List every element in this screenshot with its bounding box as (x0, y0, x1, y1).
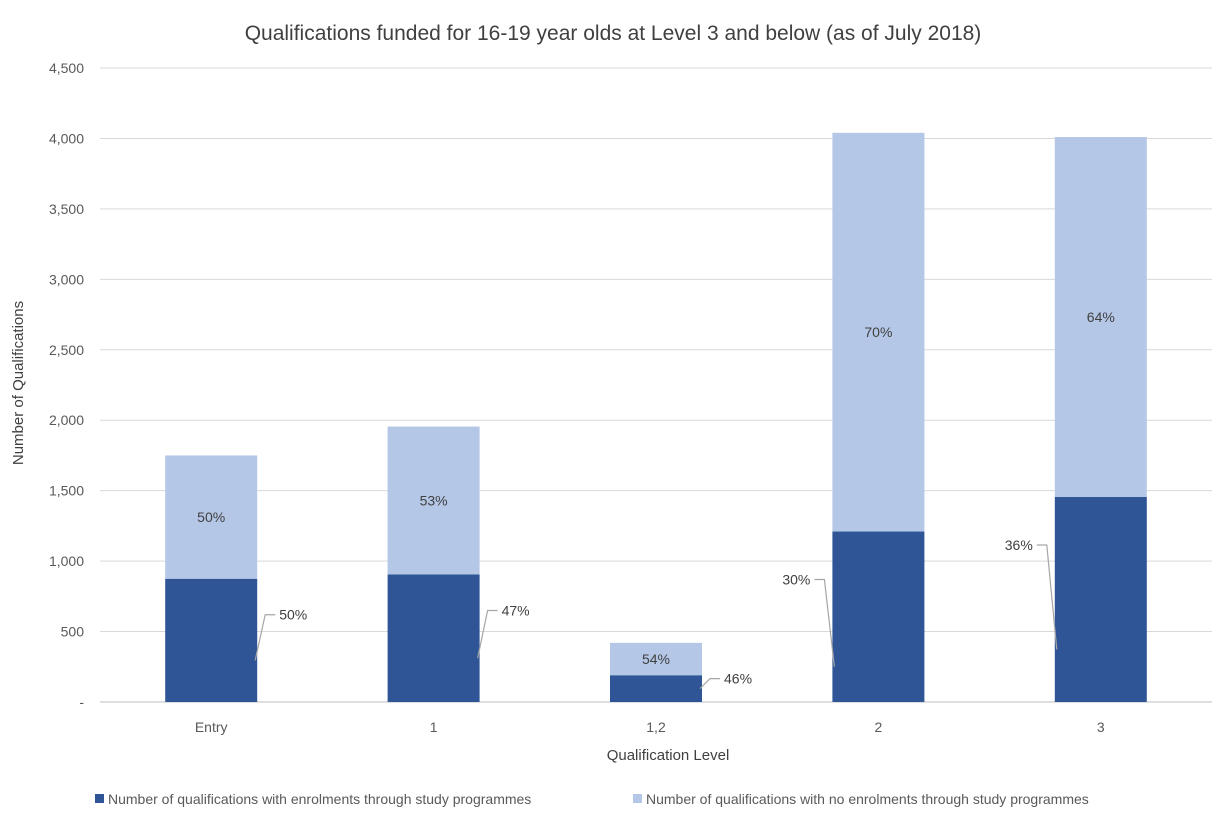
x-tick-label: 3 (1097, 719, 1105, 735)
bar-with-enrolments (387, 574, 480, 702)
y-tick-label: 2,000 (49, 412, 84, 428)
data-label-with-enrolments: 36% (1005, 537, 1033, 553)
y-tick-label: 4,500 (49, 60, 84, 76)
x-axis-title: Qualification Level (607, 747, 730, 764)
x-tick-label: 2 (875, 719, 883, 735)
bar-with-enrolments (610, 675, 702, 702)
data-label-no-enrolments: 50% (197, 509, 225, 525)
bar-with-enrolments (165, 578, 258, 702)
data-label-no-enrolments: 54% (642, 651, 670, 667)
legend-label-no-enrolments: Number of qualifications with no enrolme… (646, 791, 1089, 807)
bars (165, 132, 1147, 702)
gridlines (100, 67, 1212, 703)
chart-title: Qualifications funded for 16-19 year old… (245, 22, 982, 45)
y-tick-label: 3,000 (49, 271, 84, 287)
x-tick-label: Entry (195, 719, 228, 735)
data-labels: 50% 50% 53% 47% 54% 46% 70% 30% 64% 36% (197, 309, 1115, 690)
data-label-no-enrolments: 64% (1087, 309, 1115, 325)
leader-line (699, 678, 720, 690)
x-tick-label: 1,2 (646, 719, 666, 735)
x-tick-label: 1 (430, 719, 438, 735)
y-tick-label: - (79, 694, 84, 710)
y-axis-ticks: - 500 1,000 1,500 2,000 2,500 3,000 3,500 4,000 4… (49, 60, 84, 710)
bar-no-enrolments (387, 426, 480, 575)
y-tick-label: 1,000 (49, 553, 84, 569)
bar-with-enrolments (1054, 497, 1147, 702)
y-tick-label: 500 (61, 624, 85, 640)
data-label-with-enrolments: 46% (724, 671, 752, 687)
data-label-with-enrolments: 50% (279, 607, 307, 623)
y-tick-label: 4,000 (49, 130, 84, 146)
leader-line (814, 578, 835, 667)
leader-line (254, 614, 276, 661)
bar-no-enrolments (610, 642, 702, 676)
legend-swatch-with-enrolments (95, 794, 104, 803)
y-tick-label: 2,500 (49, 342, 84, 358)
y-axis-title: Number of Qualifications (10, 301, 27, 465)
bar-no-enrolments (1054, 137, 1147, 498)
leader-line (1036, 544, 1058, 650)
data-label-with-enrolments: 30% (782, 572, 810, 588)
legend: Number of qualifications with enrolments… (95, 791, 1089, 807)
bar-no-enrolments (165, 455, 258, 579)
data-label-no-enrolments: 70% (864, 324, 892, 340)
y-tick-label: 3,500 (49, 201, 84, 217)
legend-swatch-no-enrolments (633, 794, 642, 803)
data-label-with-enrolments: 47% (502, 602, 530, 618)
bar-no-enrolments (832, 132, 925, 532)
bar-with-enrolments (832, 531, 925, 702)
data-label-no-enrolments: 53% (420, 493, 448, 509)
y-tick-label: 1,500 (49, 483, 84, 499)
legend-label-with-enrolments: Number of qualifications with enrolments… (108, 791, 531, 807)
x-axis-ticks: Entry 1 1,2 2 3 (195, 719, 1105, 735)
leader-line (477, 609, 498, 659)
